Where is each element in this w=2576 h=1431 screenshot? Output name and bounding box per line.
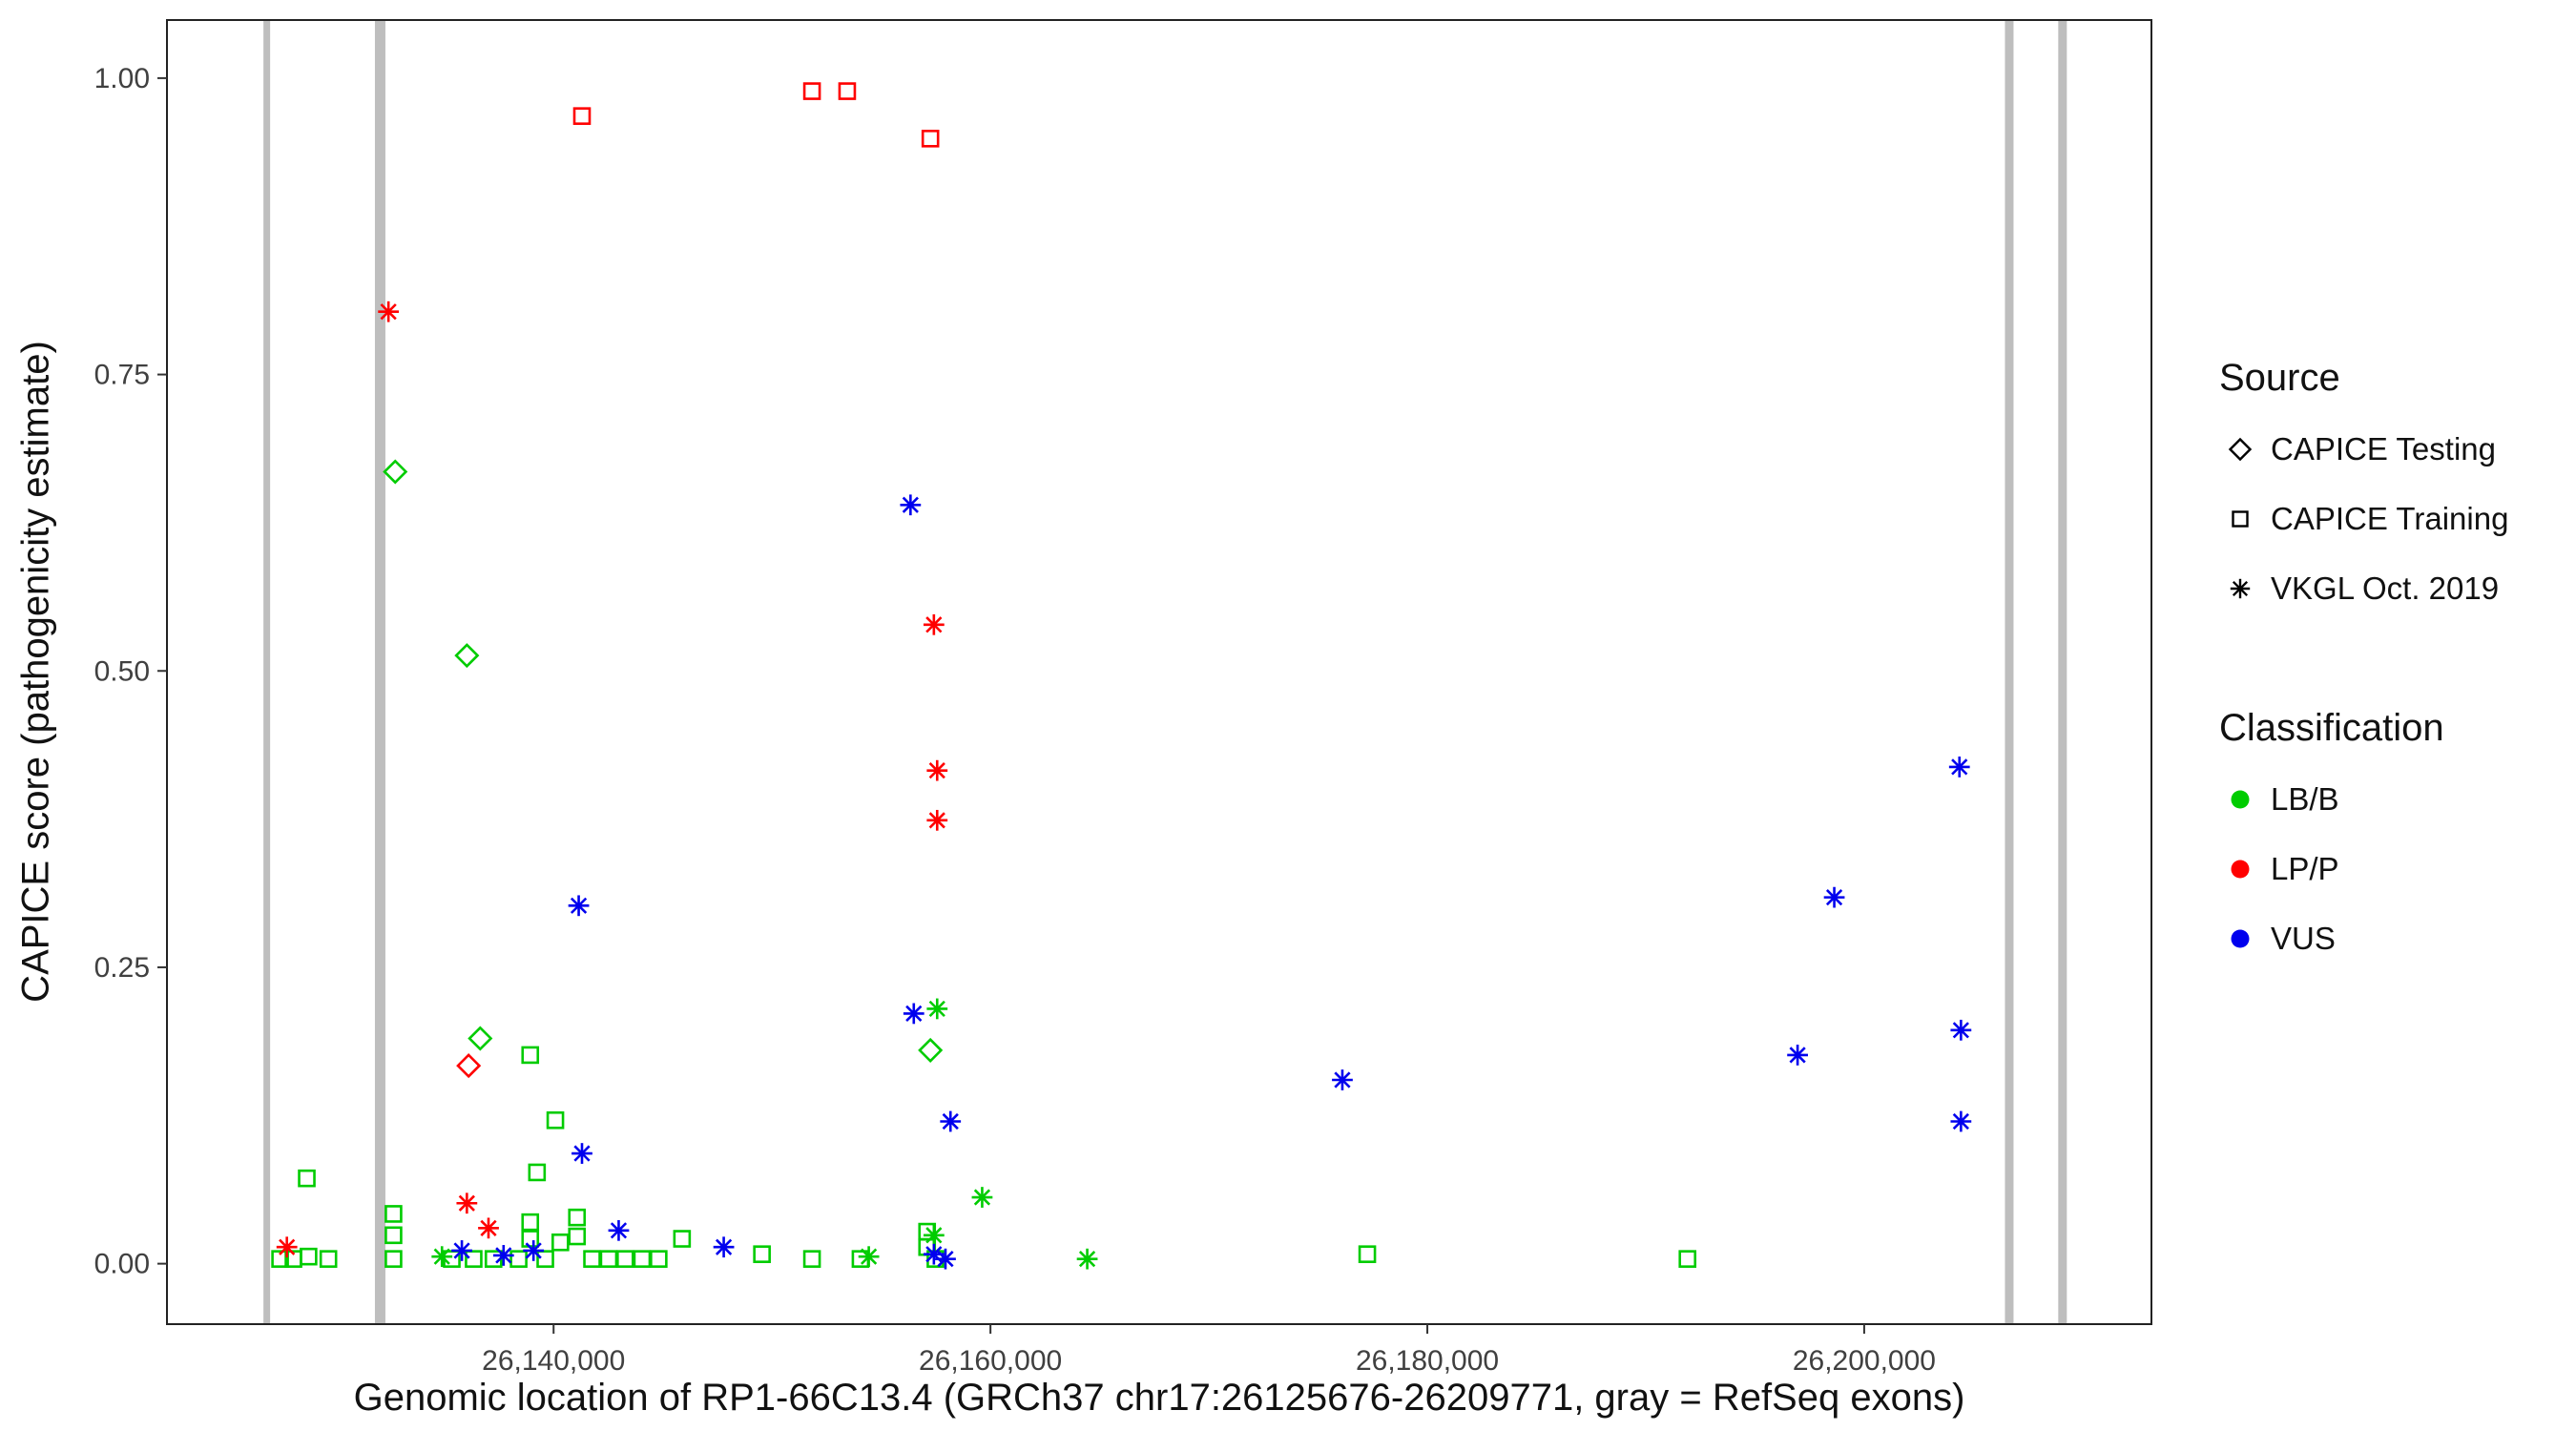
- series-vkgl-lb-b: [431, 998, 1098, 1270]
- series-training-lp-p: [572, 82, 940, 148]
- legend-classification-items: LB/B LP/P VUS: [2219, 764, 2572, 973]
- legend-item-lb-b: LB/B: [2219, 764, 2572, 834]
- legend: Source CAPICE Testing CAPICE Training VKGL…: [2219, 355, 2572, 973]
- legend-item-lp-p: LP/P: [2219, 834, 2572, 903]
- legend-source-title: Source: [2219, 357, 2340, 399]
- x-axis-title: Genomic location of RP1-66C13.4 (GRCh37 …: [353, 1377, 1965, 1419]
- circle-icon: [2231, 860, 2250, 878]
- square-icon: [2232, 509, 2249, 528]
- legend-item-label: LB/B: [2271, 780, 2339, 817]
- legend-item-capice-testing: CAPICE Testing: [2219, 414, 2572, 484]
- y-tick-label: 0.75: [94, 360, 150, 391]
- legend-item-label: CAPICE Testing: [2271, 430, 2496, 467]
- panel-border: [166, 19, 2152, 1325]
- y-tick-label: 0.25: [94, 952, 150, 984]
- asterisk-icon: [2230, 578, 2251, 598]
- y-tick-label: 0.00: [94, 1249, 150, 1280]
- legend-item-capice-training: CAPICE Training: [2219, 484, 2572, 553]
- x-tick-label: 26,180,000: [1356, 1345, 1499, 1377]
- y-axis-title: CAPICE score (pathogenicity estimate): [14, 341, 57, 1003]
- legend-item-vkgl-oct-2019: VKGL Oct. 2019: [2219, 553, 2572, 623]
- legend-item-label: CAPICE Training: [2271, 500, 2509, 536]
- circle-icon: [2231, 929, 2250, 947]
- refseq-exon-line: [263, 20, 271, 1324]
- refseq-exon-line: [2005, 20, 2014, 1324]
- x-tick-label: 26,160,000: [919, 1345, 1062, 1377]
- x-tick-label: 26,200,000: [1793, 1345, 1936, 1377]
- legend-item-label: VKGL Oct. 2019: [2271, 570, 2500, 606]
- y-tick-label: 0.50: [94, 655, 150, 687]
- legend-item-label: LP/P: [2271, 850, 2339, 886]
- legend-item-vus: VUS: [2219, 903, 2572, 973]
- series-vkgl-vus: [451, 494, 1972, 1270]
- series-testing-lp-p: [456, 1053, 482, 1079]
- legend-item-label: VUS: [2271, 920, 2336, 956]
- circle-icon: [2231, 790, 2250, 808]
- legend-source-items: CAPICE Testing CAPICE Training VKGL Oct. 2…: [2219, 414, 2572, 623]
- y-tick-label: 1.00: [94, 63, 150, 94]
- x-tick-label: 26,140,000: [482, 1345, 625, 1377]
- legend-classification-title: Classification: [2219, 707, 2444, 749]
- series-testing-lb-b: [383, 459, 944, 1063]
- diamond-icon: [2228, 437, 2253, 461]
- series-vkgl-lp-p: [276, 301, 948, 1258]
- series-training-lb-b: [271, 1046, 1697, 1268]
- refseq-exon-line: [2058, 20, 2067, 1324]
- refseq-exon-line: [374, 20, 385, 1324]
